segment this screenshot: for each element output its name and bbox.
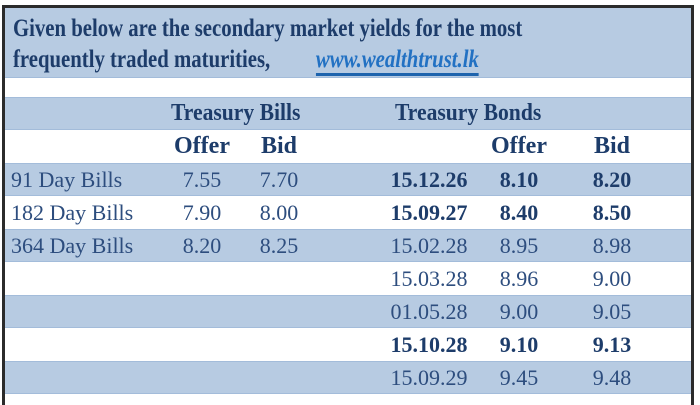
bonds-bid-column-header: Bid xyxy=(593,133,631,159)
bills-bid-column-header: Bid xyxy=(260,133,298,159)
bond-bid-cell: 8.98 xyxy=(592,232,632,258)
bill-label-cell: 182 Day Bills xyxy=(11,199,134,225)
bill-offer-cell: 8.20 xyxy=(182,232,222,258)
bill-bid-cell: 8.00 xyxy=(259,199,299,225)
website-link[interactable]: www.wealthtrust.lk xyxy=(315,46,479,76)
bill-label-cell: 91 Day Bills xyxy=(11,166,123,192)
page-title: Given below are the secondary market yie… xyxy=(13,15,523,42)
table-row: 364 Day Bills 8.20 8.25 15.02.28 8.95 8.… xyxy=(5,229,691,262)
table-row: 01.05.28 9.00 9.05 xyxy=(5,295,691,328)
bond-date-cell: 15.09.29 xyxy=(390,364,468,390)
bond-offer-cell: 9.10 xyxy=(499,331,539,357)
bond-date-cell: 15.02.28 xyxy=(390,232,468,258)
bond-date-cell: 15.03.28 xyxy=(390,265,468,291)
column-header-row: Offer Bid Offer Bid xyxy=(5,130,691,163)
bond-bid-cell: 9.13 xyxy=(592,331,632,357)
bond-bid-cell: 9.48 xyxy=(592,364,632,390)
bill-offer-cell: 7.90 xyxy=(182,199,222,225)
title-band: Given below are the secondary market yie… xyxy=(5,8,691,78)
bond-bid-cell: 9.00 xyxy=(592,265,632,291)
yields-table-panel: Given below are the secondary market yie… xyxy=(2,5,694,405)
bond-date-cell: 15.12.26 xyxy=(390,166,468,192)
table-row: 182 Day Bills 7.90 8.00 15.09.27 8.40 8.… xyxy=(5,196,691,229)
bill-bid-cell: 7.70 xyxy=(259,166,299,192)
title-line-2-text: frequently traded maturities, xyxy=(13,46,271,73)
title-line-1: Given below are the secondary market yie… xyxy=(13,13,691,44)
bond-date-cell: 15.09.27 xyxy=(390,199,468,225)
table-row: 15.10.28 9.10 9.13 xyxy=(5,328,691,361)
bonds-offer-column-header: Offer xyxy=(491,133,547,159)
bills-offer-column-header: Offer xyxy=(174,133,230,159)
bill-bid-cell: 8.25 xyxy=(259,232,299,258)
table-row: 15.09.29 9.45 9.48 xyxy=(5,361,691,394)
bond-date-cell: 15.10.28 xyxy=(390,331,468,357)
bond-offer-cell: 9.00 xyxy=(499,298,539,324)
bond-offer-cell: 9.45 xyxy=(499,364,539,390)
treasury-bonds-header: Treasury Bonds xyxy=(395,100,542,126)
bond-bid-cell: 8.50 xyxy=(592,199,632,225)
bond-offer-cell: 8.96 xyxy=(499,265,539,291)
title-line-2: frequently traded maturities, www.wealtht… xyxy=(13,44,691,76)
bill-label-cell: 364 Day Bills xyxy=(11,232,134,258)
bond-offer-cell: 8.10 xyxy=(499,166,539,192)
table-row: 15.03.28 8.96 9.00 xyxy=(5,262,691,295)
bond-bid-cell: 9.05 xyxy=(592,298,632,324)
bond-offer-cell: 8.95 xyxy=(499,232,539,258)
bond-date-cell: 01.05.28 xyxy=(390,298,468,324)
bill-offer-cell: 7.55 xyxy=(182,166,222,192)
treasury-bills-header: Treasury Bills xyxy=(171,100,301,126)
bond-bid-cell: 8.20 xyxy=(592,166,632,192)
table-row: 91 Day Bills 7.55 7.70 15.12.26 8.10 8.2… xyxy=(5,163,691,196)
section-header-row: Treasury Bills Treasury Bonds xyxy=(5,97,691,130)
spacer-band xyxy=(5,78,691,97)
bond-offer-cell: 8.40 xyxy=(499,199,539,225)
